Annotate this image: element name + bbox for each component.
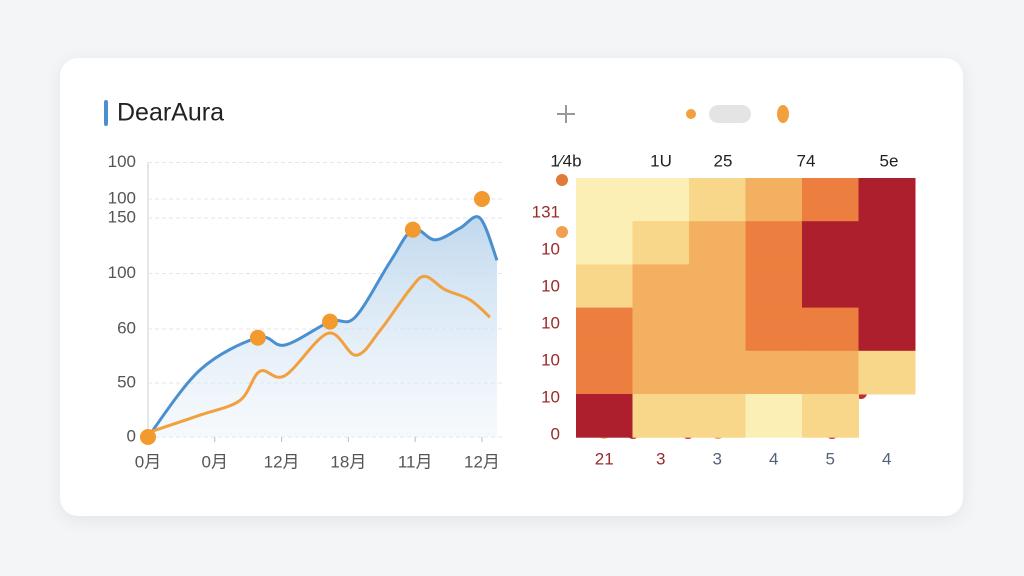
heat-cell (689, 394, 746, 438)
x-tick-label: 3 (656, 449, 665, 468)
marker (322, 313, 339, 330)
heat-cell (802, 221, 859, 265)
x-tick-label: 18月 (330, 452, 366, 471)
heat-cell (745, 394, 803, 438)
heat-cell (689, 221, 746, 265)
heat-cell (689, 307, 746, 352)
heat-cell (689, 350, 746, 395)
y-tick-label: 10 (541, 276, 560, 295)
heat-cell (632, 307, 690, 352)
x-tick-label: 11月 (398, 452, 433, 471)
y-tick-label: 100 (108, 188, 136, 207)
x-tick-label: 21 (595, 449, 614, 468)
title: DearAura (117, 99, 224, 127)
toolbar-toggle[interactable] (709, 105, 751, 123)
y-tick-label: 10 (541, 387, 560, 406)
heat-cell (576, 394, 633, 438)
y-tick-label: 10 (541, 350, 560, 369)
heat-cell (576, 221, 633, 265)
heat-cell (576, 178, 633, 222)
marker (140, 429, 156, 445)
y-tick-label: 0 (551, 424, 560, 443)
y-tick-label: 0 (127, 426, 136, 445)
toolbar (557, 105, 789, 123)
y-tick-label: 100 (108, 152, 136, 171)
y-tick-label: 60 (117, 318, 136, 337)
marker (404, 221, 421, 238)
heat-dot (556, 226, 568, 238)
x-tick-label: 0月 (202, 452, 228, 471)
column-header: 5e (880, 151, 899, 170)
y-tick-label: 131 (532, 202, 560, 221)
heat-cell (802, 264, 859, 309)
x-tick-label: 4 (882, 449, 891, 468)
heat-cell (689, 264, 746, 309)
heat-cell (632, 178, 690, 222)
marker (249, 329, 266, 346)
title-accent (104, 100, 108, 126)
heat-cell (632, 221, 690, 265)
marker (473, 191, 490, 208)
heat-cell (745, 221, 803, 265)
heat-cell (858, 307, 916, 352)
line (147, 274, 491, 435)
heat-cell (858, 264, 916, 309)
heat-cell (802, 307, 859, 352)
column-header: 1⁄4b (550, 151, 581, 170)
heat-cell (632, 264, 690, 309)
y-tick-label: 100 (108, 263, 136, 282)
x-tick-label: 4 (769, 449, 778, 468)
toolbar-dot[interactable] (777, 105, 789, 123)
heat-cell (802, 178, 859, 222)
column-header: 25 (714, 151, 733, 170)
heat-cell (745, 307, 803, 352)
x-tick-label: 3 (713, 449, 722, 468)
heat-cell (802, 350, 859, 395)
heat-cell (632, 350, 690, 395)
x-tick-label: 5 (826, 449, 835, 468)
heat-cell (689, 178, 746, 222)
heat-dot (556, 174, 568, 186)
heat-cell (858, 221, 916, 265)
column-header: 74 (797, 151, 816, 170)
x-tick-label: 0月 (135, 452, 161, 471)
heat-cell (745, 350, 803, 395)
heat-cell (745, 178, 803, 222)
x-tick-label: 12月 (464, 452, 500, 471)
heat-cell (745, 264, 803, 309)
y-tick-label: 10 (541, 313, 560, 332)
heat-cell (802, 394, 859, 438)
heat-cell (632, 394, 690, 438)
column-header: 1U (650, 151, 672, 170)
heat-cell (576, 350, 633, 395)
toolbar-dot[interactable] (686, 109, 696, 119)
heat-cell (576, 264, 633, 309)
heat-cell (858, 178, 916, 222)
x-tick-label: 12月 (264, 452, 300, 471)
y-tick-label: 50 (117, 372, 136, 391)
heat-cell (576, 307, 633, 352)
y-tick-label: 150 (108, 207, 136, 226)
heat-cell (858, 350, 916, 395)
y-tick-label: 10 (541, 239, 560, 258)
line (146, 215, 499, 438)
